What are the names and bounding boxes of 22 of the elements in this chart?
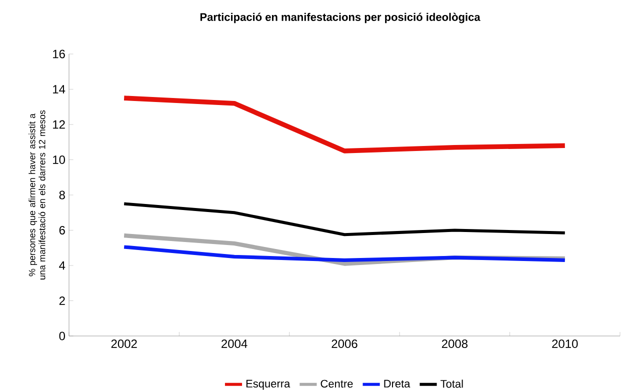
y-tick-label: 14	[53, 85, 66, 94]
y-tick-label: 6	[59, 226, 65, 234]
legend-label: Centre	[320, 380, 353, 388]
y-tick-label: 12	[53, 120, 65, 129]
x-tick-label: 2006	[332, 340, 358, 348]
line-series	[122, 202, 566, 236]
y-tick-label: 16	[53, 50, 65, 58]
legend-label: Total	[440, 380, 463, 388]
legend-label: Esquerra	[246, 380, 290, 390]
legend-label: Dreta	[384, 380, 410, 388]
line-series	[122, 245, 567, 262]
x-tick-label: 2004	[222, 340, 248, 348]
x-tick-label: 2002	[111, 340, 137, 348]
y-tick-label: 10	[53, 155, 66, 164]
y-tick-label: 2	[59, 296, 65, 305]
y-tick-label: 8	[59, 190, 65, 200]
y-tick-label: 0	[59, 332, 66, 340]
y-tick-label: 4	[59, 261, 66, 270]
chart-title: Participació en manifestacions per posició ideològica	[200, 12, 480, 24]
x-tick-label: 2010	[552, 340, 578, 348]
x-tick-label: 2008	[442, 340, 468, 348]
y-axis-title: % persones que afirmen haver assistit a una manifestació en els darrers 12 mesos	[28, 110, 46, 280]
